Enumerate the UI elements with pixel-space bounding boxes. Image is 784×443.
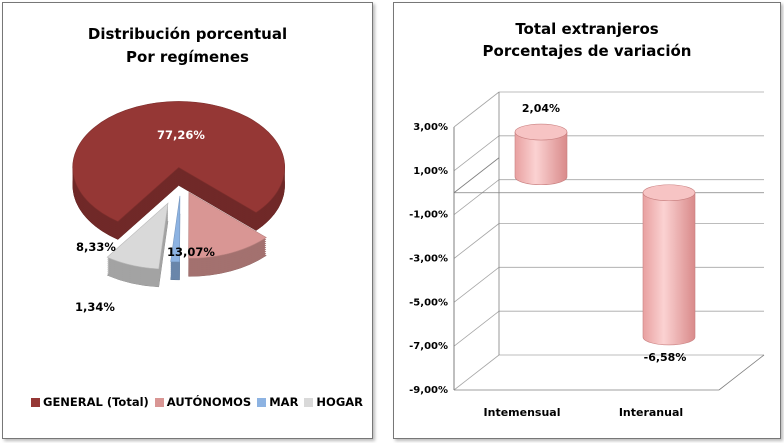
pie-chart-title-line2: Por regímenes bbox=[126, 48, 249, 66]
y-tick-label: -5,00% bbox=[409, 297, 448, 308]
legend-swatch bbox=[31, 397, 40, 407]
legend-label: MAR bbox=[269, 395, 299, 409]
bar-chart-panel: Total extranjeros Porcentajes de variaci… bbox=[393, 2, 781, 439]
pie-legend: GENERAL (Total) AUTÓNOMOS MAR HOGAR bbox=[31, 395, 369, 409]
legend-item-2: AUTÓNOMOS bbox=[154, 395, 252, 409]
pie-chart: 77,26% 13,07% 1,34% 8,33% bbox=[72, 101, 285, 314]
legend-item-1: GENERAL (Total) bbox=[31, 395, 149, 409]
bar-chart-title-line2: Porcentajes de variación bbox=[482, 42, 692, 60]
y-tick-label: -9,00% bbox=[409, 385, 448, 396]
legend-swatch bbox=[304, 397, 314, 407]
y-tick-label: -7,00% bbox=[409, 341, 448, 352]
legend-label: GENERAL (Total) bbox=[43, 395, 149, 409]
legend-label: HOGAR bbox=[316, 395, 364, 409]
pie-slice-1 bbox=[72, 101, 285, 240]
pie-slice-2 bbox=[188, 191, 267, 277]
pie-chart-panel: Distribución porcentual Por regímenes 77… bbox=[2, 2, 373, 439]
y-tick-label: 3,00% bbox=[413, 122, 448, 133]
legend-swatch bbox=[257, 397, 267, 407]
pie-data-label-2: 13,07% bbox=[167, 245, 215, 259]
pie-data-label-3: 1,34% bbox=[75, 300, 115, 314]
legend-label: AUTÓNOMOS bbox=[166, 395, 252, 409]
x-category-label-2: Interanual bbox=[619, 406, 683, 419]
pie-slice-3 bbox=[170, 195, 181, 281]
legend-swatch bbox=[154, 397, 164, 407]
bar-2 bbox=[642, 184, 696, 346]
pie-data-label-1: 77,26% bbox=[157, 128, 205, 142]
pie-slice-4 bbox=[106, 202, 169, 288]
pie-chart-title-line1: Distribución porcentual bbox=[87, 25, 288, 43]
pie-data-label-4: 8,33% bbox=[76, 240, 116, 254]
y-tick-label: 1,00% bbox=[413, 166, 448, 177]
legend-item-3: MAR bbox=[257, 395, 298, 409]
y-tick-label: -1,00% bbox=[409, 210, 448, 221]
bar-chart-title-line1: Total extranjeros bbox=[515, 20, 659, 38]
bar-data-label-1: 2,04% bbox=[522, 102, 560, 115]
bar-data-label-2: -6,58% bbox=[644, 351, 687, 364]
bar-chart: 3,00% 1,00% -1,00% -3,00% -5,00% -7,00% -9,00%… bbox=[409, 91, 765, 419]
bar-1 bbox=[514, 123, 568, 186]
y-tick-label: -3,00% bbox=[409, 254, 448, 265]
legend-item-4: HOGAR bbox=[304, 395, 363, 409]
x-category-label-1: Intemensual bbox=[484, 406, 561, 419]
